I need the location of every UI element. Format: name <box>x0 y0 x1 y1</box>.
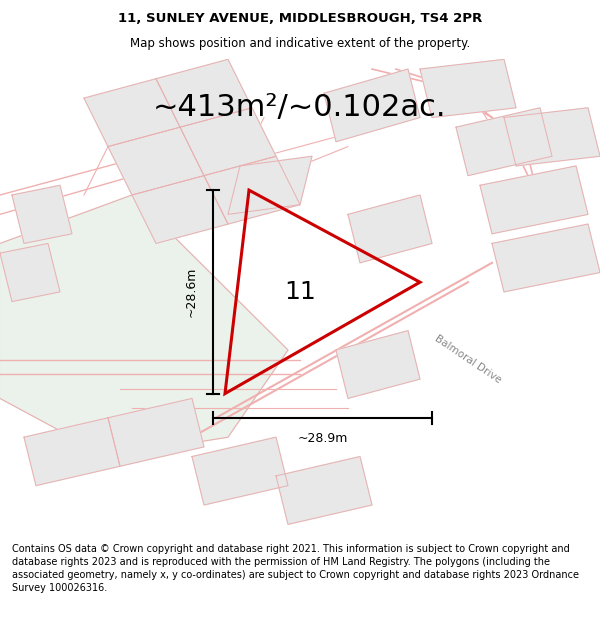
Polygon shape <box>324 69 420 142</box>
Polygon shape <box>84 79 180 146</box>
Text: Contains OS data © Crown copyright and database right 2021. This information is : Contains OS data © Crown copyright and d… <box>12 544 579 593</box>
Polygon shape <box>132 176 228 243</box>
Text: 11: 11 <box>284 280 316 304</box>
Polygon shape <box>276 456 372 524</box>
Polygon shape <box>480 166 588 234</box>
Text: Map shows position and indicative extent of the property.: Map shows position and indicative extent… <box>130 37 470 50</box>
Text: ~413m²/~0.102ac.: ~413m²/~0.102ac. <box>153 93 447 122</box>
Polygon shape <box>456 107 552 176</box>
Polygon shape <box>504 107 600 166</box>
Polygon shape <box>0 243 60 301</box>
Polygon shape <box>420 59 516 118</box>
Polygon shape <box>156 59 252 127</box>
Text: 11, SUNLEY AVENUE, MIDDLESBROUGH, TS4 2PR: 11, SUNLEY AVENUE, MIDDLESBROUGH, TS4 2P… <box>118 12 482 25</box>
Polygon shape <box>348 195 432 262</box>
Polygon shape <box>204 156 300 224</box>
Polygon shape <box>24 418 120 486</box>
Polygon shape <box>108 127 204 195</box>
Polygon shape <box>12 185 72 243</box>
Polygon shape <box>108 399 204 466</box>
Text: Balmoral Drive: Balmoral Drive <box>433 334 503 386</box>
Polygon shape <box>192 438 288 505</box>
Text: ~28.6m: ~28.6m <box>185 267 198 317</box>
Text: ~28.9m: ~28.9m <box>298 432 347 446</box>
Polygon shape <box>0 195 288 456</box>
Polygon shape <box>492 224 600 292</box>
Polygon shape <box>180 107 276 176</box>
Polygon shape <box>228 156 312 214</box>
Polygon shape <box>336 331 420 399</box>
